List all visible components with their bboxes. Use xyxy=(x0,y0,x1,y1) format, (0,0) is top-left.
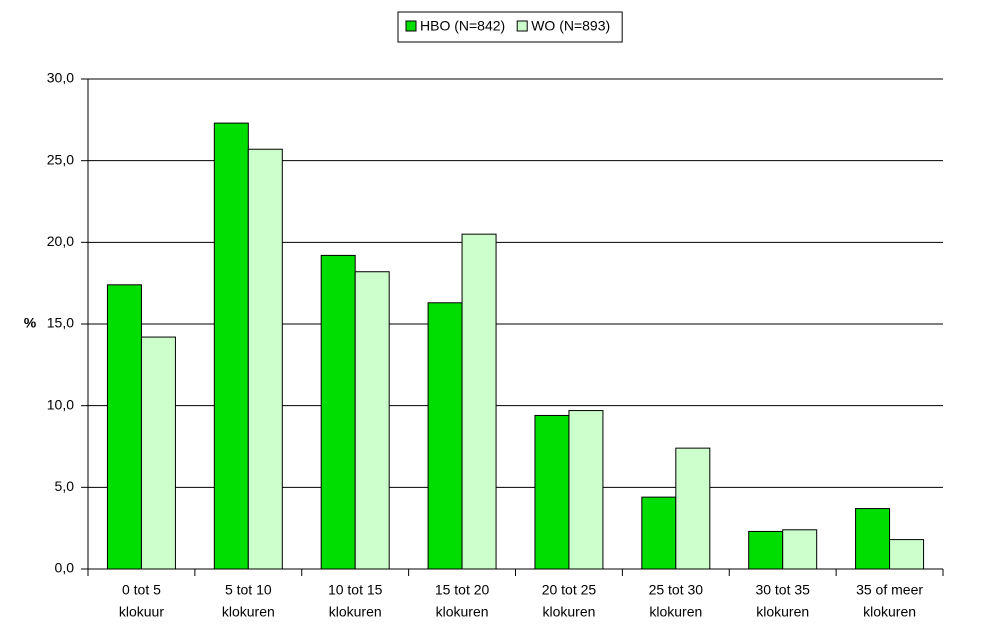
bar xyxy=(427,302,463,570)
bar xyxy=(320,254,356,570)
x-tick-label: 20 tot 25 xyxy=(542,582,597,598)
bar xyxy=(140,336,176,570)
x-tick-label: klokuren xyxy=(222,604,275,620)
legend-swatch xyxy=(405,20,417,32)
bar xyxy=(782,529,818,570)
x-tick-label: klokuur xyxy=(119,604,164,620)
y-tick-label: 20,0 xyxy=(47,233,74,249)
y-tick-label: 30,0 xyxy=(47,70,74,86)
x-tick-label: klokuren xyxy=(329,604,382,620)
bar xyxy=(354,271,390,570)
bar xyxy=(675,447,711,570)
legend-swatch xyxy=(516,20,528,32)
x-tick-label: 5 tot 10 xyxy=(225,582,272,598)
x-tick-label: 10 tot 15 xyxy=(328,582,383,598)
y-axis-label: % xyxy=(24,315,37,331)
x-tick-label: 25 tot 30 xyxy=(649,582,704,598)
x-tick-label: 35 of meer xyxy=(856,582,923,598)
bar xyxy=(855,508,891,570)
y-tick-label: 5,0 xyxy=(55,478,75,494)
bar xyxy=(213,122,249,570)
bar xyxy=(889,539,925,570)
x-tick-label: 15 tot 20 xyxy=(435,582,490,598)
bar xyxy=(247,148,283,570)
x-tick-label: klokuren xyxy=(542,604,595,620)
legend-label: HBO (N=842) xyxy=(420,18,505,34)
bar xyxy=(106,284,142,570)
bar xyxy=(748,530,784,570)
x-tick-label: 30 tot 35 xyxy=(755,582,810,598)
bar xyxy=(534,414,570,570)
bar xyxy=(568,410,604,570)
y-tick-label: 0,0 xyxy=(55,560,75,576)
x-tick-label: 0 tot 5 xyxy=(122,582,161,598)
y-tick-label: 15,0 xyxy=(47,315,74,331)
bar xyxy=(461,233,497,570)
x-tick-label: klokuren xyxy=(756,604,809,620)
y-tick-label: 10,0 xyxy=(47,396,74,412)
x-tick-label: klokuren xyxy=(863,604,916,620)
x-tick-label: klokuren xyxy=(436,604,489,620)
legend-box xyxy=(397,11,623,43)
legend-label: WO (N=893) xyxy=(531,18,610,34)
x-tick-label: klokuren xyxy=(649,604,702,620)
bar xyxy=(641,496,677,570)
y-tick-label: 25,0 xyxy=(47,151,74,167)
